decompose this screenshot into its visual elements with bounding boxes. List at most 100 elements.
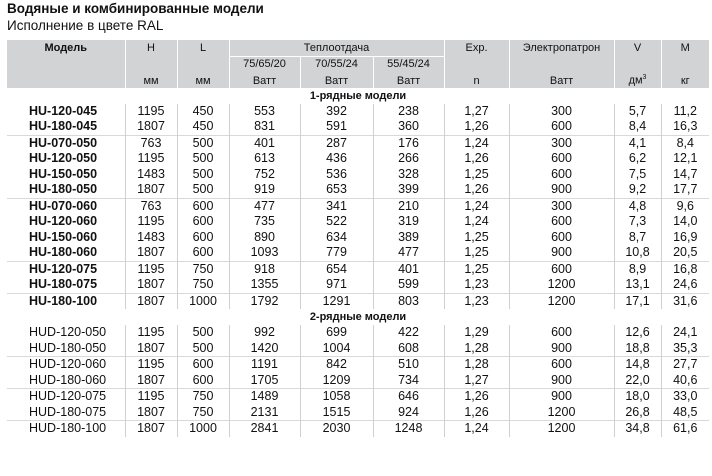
cell-l: 1000 [176,292,229,310]
cell-v: 9,2 [613,182,662,199]
unit-h: мм [124,71,177,88]
table-row: HUD-180-060 1807 600 1705 1209 734 1,27 900 22,0… [7,372,710,389]
cell-exp: 1,27 [443,372,510,389]
cell-heater: 600 [508,260,615,278]
cell-heat-55-45-24: 924 [372,404,445,421]
cell-h: 1807 [124,245,177,262]
cell-v: 8,7 [613,229,662,246]
header-temp-70-55-24: 70/55/24 [299,56,373,71]
cell-m: 40,6 [660,372,710,389]
cell-h: 1483 [124,229,177,246]
table-header: Модель H L Теплоотдача Exp. Электропатро… [7,40,710,88]
cell-h: 1195 [124,214,177,230]
cell-m: 27,7 [660,356,710,373]
cell-exp: 1,28 [443,356,510,373]
cell-model: HUD-180-050 [29,340,107,355]
cell-h: 1195 [124,325,177,341]
cell-h: 1483 [124,166,177,183]
cell-heat-75-65-20: 992 [228,325,300,341]
cell-v: 17,1 [613,292,662,310]
cell-m: 8,4 [660,134,710,152]
cell-heat-55-45-24: 401 [372,260,445,278]
cell-v: 22,0 [613,372,662,389]
table-row: HU-150-050 1483 500 752 536 328 1,25 600 7,5 14,7 [7,166,710,183]
table-row: HU-120-060 1195 600 735 522 319 1,24 600 7,3 14,0 [7,214,710,230]
cell-heat-70-55-24: 653 [299,182,373,199]
header-heater: Электропатрон [508,40,615,57]
cell-exp: 1,26 [443,151,510,167]
cell-model: HU-180-100 [7,292,125,310]
cell-model: HU-180-060 [29,245,98,260]
cell-l: 750 [176,404,229,421]
cell-heat-70-55-24: 1515 [299,404,373,421]
cell-heat-70-55-24: 971 [299,277,373,294]
cell-m: 11,2 [660,103,710,120]
cell-m: 48,5 [660,404,710,421]
cell-heater: 600 [508,356,615,373]
cell-m: 31,6 [660,292,710,310]
cell-v: 13,1 [613,277,662,294]
cell-l: 600 [176,356,229,373]
cell-heat-75-65-20: 613 [228,151,300,167]
cell-exp: 1,26 [443,182,510,199]
cell-heat-70-55-24: 1004 [299,340,373,357]
cell-exp: 1,27 [443,103,510,120]
cell-exp: 1,23 [443,292,510,310]
cell-exp: 1,26 [443,404,510,421]
cell-l: 600 [176,214,229,230]
section-label: 2-рядные модели [309,311,407,324]
header-l: L [176,40,229,57]
cell-heat-55-45-24: 360 [372,119,445,136]
cell-exp: 1,24 [443,134,510,152]
cell-heat-75-65-20: 553 [228,103,300,120]
cell-heat-55-45-24: 599 [372,277,445,294]
cell-h: 1807 [124,404,177,421]
cell-h: 1807 [124,119,177,136]
cell-heat-70-55-24: 1291 [299,292,373,310]
cell-m: 17,7 [660,182,710,199]
table-row: HU-120-050 1195 500 613 436 266 1,26 600 6,2 12,1 [7,151,710,167]
cell-m: 12,1 [660,151,710,167]
cell-heat-70-55-24: 341 [299,197,373,215]
cell-heat-55-45-24: 510 [372,356,445,373]
cell-heater: 900 [508,245,615,262]
cell-l: 750 [176,277,229,294]
cell-heater: 600 [508,229,615,246]
unit-l: мм [176,71,229,88]
cell-v: 8,4 [613,119,662,136]
cell-m: 61,6 [660,420,710,437]
cell-exp: 1,25 [443,229,510,246]
cell-heat-55-45-24: 328 [372,166,445,183]
cell-m: 16,3 [660,119,710,136]
cell-heat-55-45-24: 389 [372,229,445,246]
table-row: HU-180-075 1807 750 1355 971 599 1,23 1200 13,1 2… [7,277,710,294]
cell-m: 24,6 [660,277,710,294]
cell-heater: 900 [508,372,615,389]
cell-heater: 1200 [508,292,615,310]
cell-exp: 1,24 [443,214,510,230]
cell-m: 16,9 [660,229,710,246]
cell-m: 9,6 [660,197,710,215]
cell-heater: 600 [508,166,615,183]
cell-model: HU-070-060 [7,197,125,215]
cell-exp: 1,26 [443,388,510,405]
cell-model: HUD-120-060 [7,356,125,373]
cell-heat-75-65-20: 1705 [228,372,300,389]
cell-heat-55-45-24: 422 [372,325,445,341]
table-row: HU-180-060 1807 600 1093 779 477 1,25 900 10,8 20… [7,245,710,262]
table-row: HUD-180-100 1807 1000 2841 2030 1248 1,24 1200 3… [7,420,710,437]
cell-l: 500 [176,182,229,199]
header-m: M [660,40,710,57]
cell-m: 14,7 [660,166,710,183]
cell-heat-55-45-24: 399 [372,182,445,199]
cell-m: 33,0 [660,388,710,405]
cell-l: 750 [176,260,229,278]
cell-m: 16,8 [660,260,710,278]
cell-l: 450 [176,103,229,120]
cell-heat-75-65-20: 1093 [228,245,300,262]
cell-v: 26,8 [613,404,662,421]
table-row: HUD-180-075 1807 750 2131 1515 924 1,26 1200 26,… [7,404,710,421]
cell-v: 10,8 [613,245,662,262]
table-row: HU-150-060 1483 600 890 634 389 1,25 600 8,7 16,9 [7,229,710,246]
cell-heat-55-45-24: 803 [372,292,445,310]
